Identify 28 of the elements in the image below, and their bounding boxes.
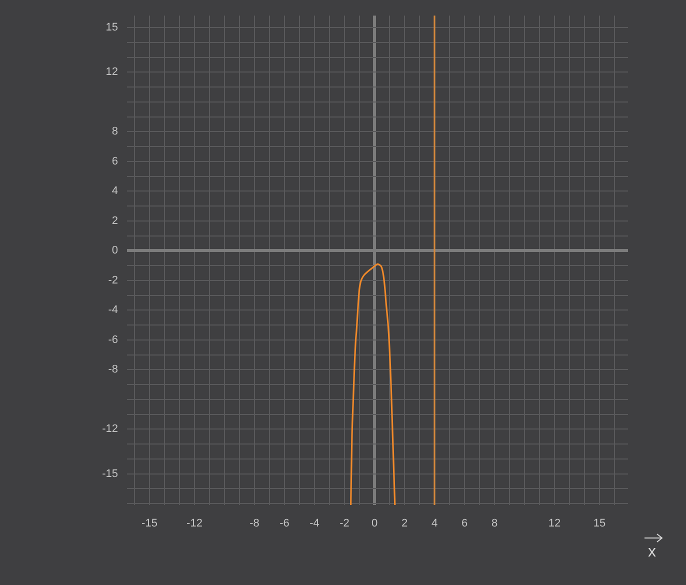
- x-axis-title: x: [648, 543, 656, 560]
- y-tick-label: -8: [108, 364, 118, 376]
- x-tick-label: 2: [401, 518, 408, 530]
- x-tick-label: 0: [371, 518, 378, 530]
- y-tick-label: -15: [102, 468, 118, 480]
- x-tick-label: -6: [280, 518, 290, 530]
- x-tick-label: 15: [593, 518, 606, 530]
- y-tick-label: 8: [112, 126, 118, 138]
- y-tick-label: -12: [102, 423, 118, 436]
- x-tick-label: -2: [340, 518, 350, 530]
- x-tick-label: -8: [250, 518, 260, 530]
- x-tick-label: 4: [431, 518, 438, 530]
- y-tick-label: 4: [112, 185, 118, 198]
- y-tick-label: 2: [112, 214, 118, 227]
- y-tick-label: 12: [106, 66, 118, 78]
- x-tick-label: 12: [548, 518, 561, 530]
- x-tick-label: -4: [310, 518, 320, 530]
- y-tick-label: 6: [112, 155, 118, 168]
- x-tick-label: -15: [142, 518, 158, 530]
- x-tick-label: 8: [491, 518, 498, 530]
- x-tick-label: 6: [461, 518, 468, 530]
- y-tick-label: -6: [108, 334, 118, 346]
- x-tick-label: -12: [186, 518, 202, 530]
- y-tick-label: 15: [106, 22, 118, 34]
- y-tick-label: 0: [112, 244, 118, 257]
- y-tick-label: -4: [108, 304, 118, 316]
- y-tick-label: -2: [108, 274, 118, 286]
- line-series: [350, 263, 396, 505]
